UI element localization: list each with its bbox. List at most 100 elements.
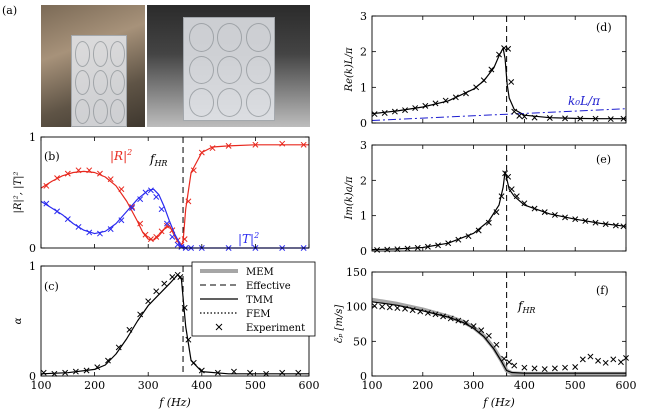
data-point-f-2	[417, 308, 424, 315]
xlabel-f: f (Hz)	[482, 396, 515, 409]
data-point-c-1	[231, 368, 237, 375]
data-point-c-1	[72, 368, 79, 375]
data-point-c-1	[83, 367, 90, 374]
data-point-f-2	[511, 362, 518, 369]
data-point-e-1	[455, 236, 462, 243]
data-point-f-2	[587, 353, 594, 360]
data-point-f-2	[572, 364, 579, 370]
axes-frame-e	[371, 144, 627, 252]
data-point-e-1	[572, 216, 579, 223]
xtick-label-c: 200	[84, 379, 105, 392]
data-point-d-2	[562, 115, 568, 122]
data-point-c-1	[62, 369, 69, 376]
data-point-e-1	[505, 173, 512, 180]
data-point-b-3	[178, 243, 185, 250]
data-point-e-1	[531, 205, 538, 212]
data-point-b-1	[198, 149, 205, 156]
legend-label: Experiment	[246, 323, 305, 334]
data-point-f-2	[447, 315, 454, 322]
data-point-e-1	[414, 244, 421, 251]
data-point-d-2	[521, 113, 528, 120]
series-line-f-0	[371, 297, 626, 376]
data-point-b-3	[118, 217, 125, 224]
data-point-c-1	[145, 298, 152, 305]
data-point-b-1	[164, 222, 170, 229]
data-point-e-1	[435, 242, 441, 249]
data-point-d-2	[480, 77, 487, 84]
data-point-d-2	[505, 45, 512, 52]
data-point-b-1	[225, 142, 232, 149]
data-point-d-2	[452, 94, 459, 101]
xtick-label-f: 500	[565, 379, 586, 392]
data-point-e-1	[465, 233, 472, 240]
panel-label-d: (d)	[596, 21, 612, 34]
data-point-d-2	[620, 115, 627, 122]
data-point-c-1	[295, 369, 302, 376]
data-point-d-2	[607, 116, 614, 123]
data-point-f-2	[409, 307, 416, 314]
data-point-b-3	[43, 200, 50, 207]
data-point-d-2	[592, 115, 599, 122]
ytick-label-f: 100	[346, 301, 367, 314]
data-point-b-3	[169, 233, 176, 240]
xtick-label-f: 300	[463, 379, 484, 392]
data-point-f-2	[551, 365, 558, 372]
xtick-label-c: 100	[31, 379, 52, 392]
panel-label-e: (e)	[596, 153, 611, 166]
data-point-b-3	[86, 229, 93, 236]
data-point-f-2	[455, 317, 462, 324]
data-point-d-2	[391, 108, 398, 115]
photo-right	[147, 5, 310, 127]
data-point-b-1	[209, 145, 216, 152]
data-point-c-1	[153, 288, 160, 295]
data-point-f-2	[394, 305, 401, 312]
ytick-label-e: 1	[360, 210, 367, 223]
data-point-e-1	[485, 219, 492, 226]
data-point-f-2	[506, 359, 513, 366]
data-point-b-1	[181, 236, 188, 243]
data-point-e-1	[498, 193, 505, 200]
data-point-e-1	[620, 223, 627, 230]
ylabel-b: |R|², |T|²	[13, 171, 24, 213]
ytick-label-f: 150	[346, 266, 367, 279]
ytick-label-b: 0	[29, 242, 36, 255]
data-point-b-1	[185, 198, 192, 205]
data-point-b-3	[158, 206, 165, 213]
data-point-b-3	[153, 193, 160, 200]
data-point-b-3	[129, 205, 136, 211]
xlabel-c: f (Hz)	[158, 396, 191, 409]
data-point-c-1	[51, 370, 58, 377]
legend-label: Effective	[246, 281, 291, 292]
legend-item-mem: MEM	[200, 267, 274, 278]
data-point-b-1	[252, 141, 259, 148]
data-point-c-1	[126, 326, 133, 333]
xtick-label-c: 500	[245, 379, 266, 392]
data-point-d-2	[422, 102, 429, 109]
data-point-c-1	[181, 304, 188, 311]
data-point-b-3	[142, 189, 149, 196]
data-point-f-2	[595, 357, 602, 364]
data-point-d-2	[577, 115, 584, 122]
data-point-c-1	[40, 369, 47, 376]
data-point-b-1	[118, 186, 125, 193]
data-point-d-2	[402, 107, 408, 114]
data-point-f-2	[521, 364, 528, 371]
data-point-c-1	[214, 369, 221, 376]
xtick-label-f: 200	[412, 379, 433, 392]
data-point-c-1	[161, 280, 168, 287]
legend-item-effective: Effective	[200, 281, 291, 292]
series-line-f-1	[371, 301, 626, 374]
data-point-f-2	[371, 303, 378, 309]
data-point-d-2	[412, 105, 419, 111]
axes-frame-f	[371, 271, 627, 377]
data-point-f-2	[424, 309, 431, 316]
data-point-e-1	[493, 209, 500, 216]
photo-metamaterial-block	[183, 17, 275, 121]
data-point-c-1	[263, 370, 270, 377]
data-point-f-2	[562, 364, 568, 371]
ytick-label-f: 50	[353, 335, 367, 348]
data-point-b-1	[97, 170, 103, 177]
data-point-d-2	[473, 84, 480, 91]
data-point-e-1	[612, 222, 619, 229]
data-point-d-2	[442, 97, 449, 104]
